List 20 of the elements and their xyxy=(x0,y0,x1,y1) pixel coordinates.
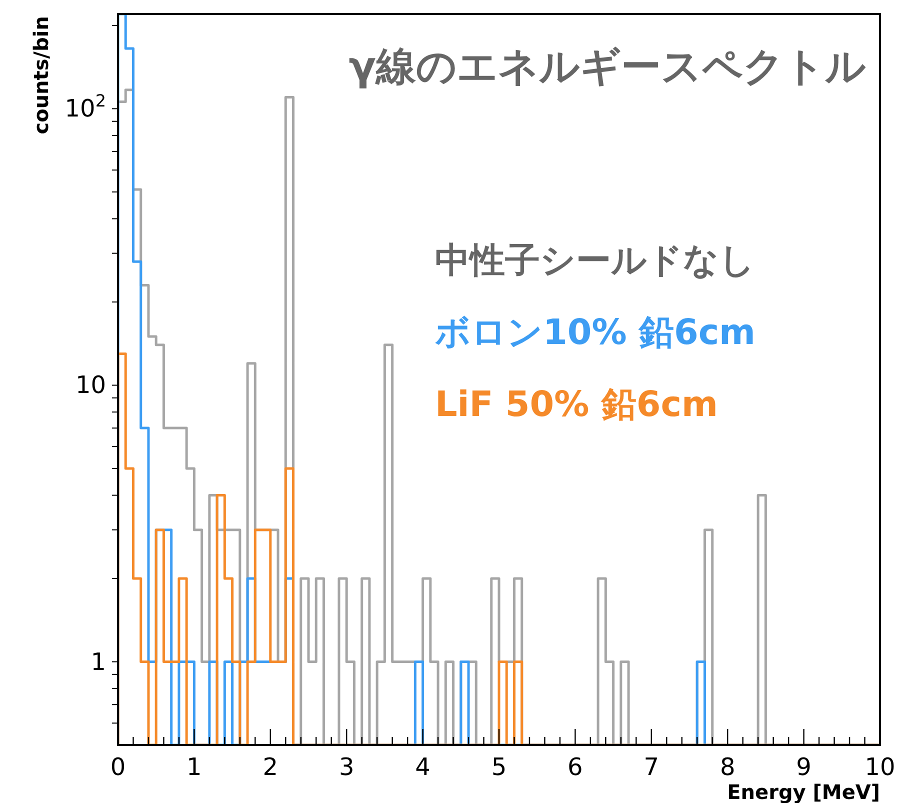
y-tick-label: 1 xyxy=(90,648,106,676)
x-tick-label: 7 xyxy=(644,753,660,781)
x-tick-label: 1 xyxy=(186,753,202,781)
x-tick-label: 0 xyxy=(110,753,126,781)
x-tick-label: 9 xyxy=(796,753,812,781)
text: 中性子シールドなし xyxy=(435,241,755,281)
x-tick-label: 6 xyxy=(568,753,583,781)
x-tick-label: 3 xyxy=(338,753,354,781)
text: γ線のエネルギースペクトル xyxy=(348,44,866,90)
x-tick-label: 2 xyxy=(262,753,278,781)
x-axis-title: Energy [MeV] xyxy=(727,780,880,804)
x-tick-label: 4 xyxy=(415,753,430,781)
x-tick-label: 8 xyxy=(720,753,736,781)
y-axis-title: counts/bin xyxy=(29,16,53,134)
x-tick-label: 10 xyxy=(864,753,896,781)
y-tick-label: 10$^{2}$ xyxy=(64,90,106,123)
y-tick-label: 10 xyxy=(75,371,106,400)
text: LiF 50% 鉛6cm xyxy=(435,385,718,425)
x-tick-label: 5 xyxy=(491,753,507,781)
text: ボロン10% 鉛6cm xyxy=(435,313,756,353)
